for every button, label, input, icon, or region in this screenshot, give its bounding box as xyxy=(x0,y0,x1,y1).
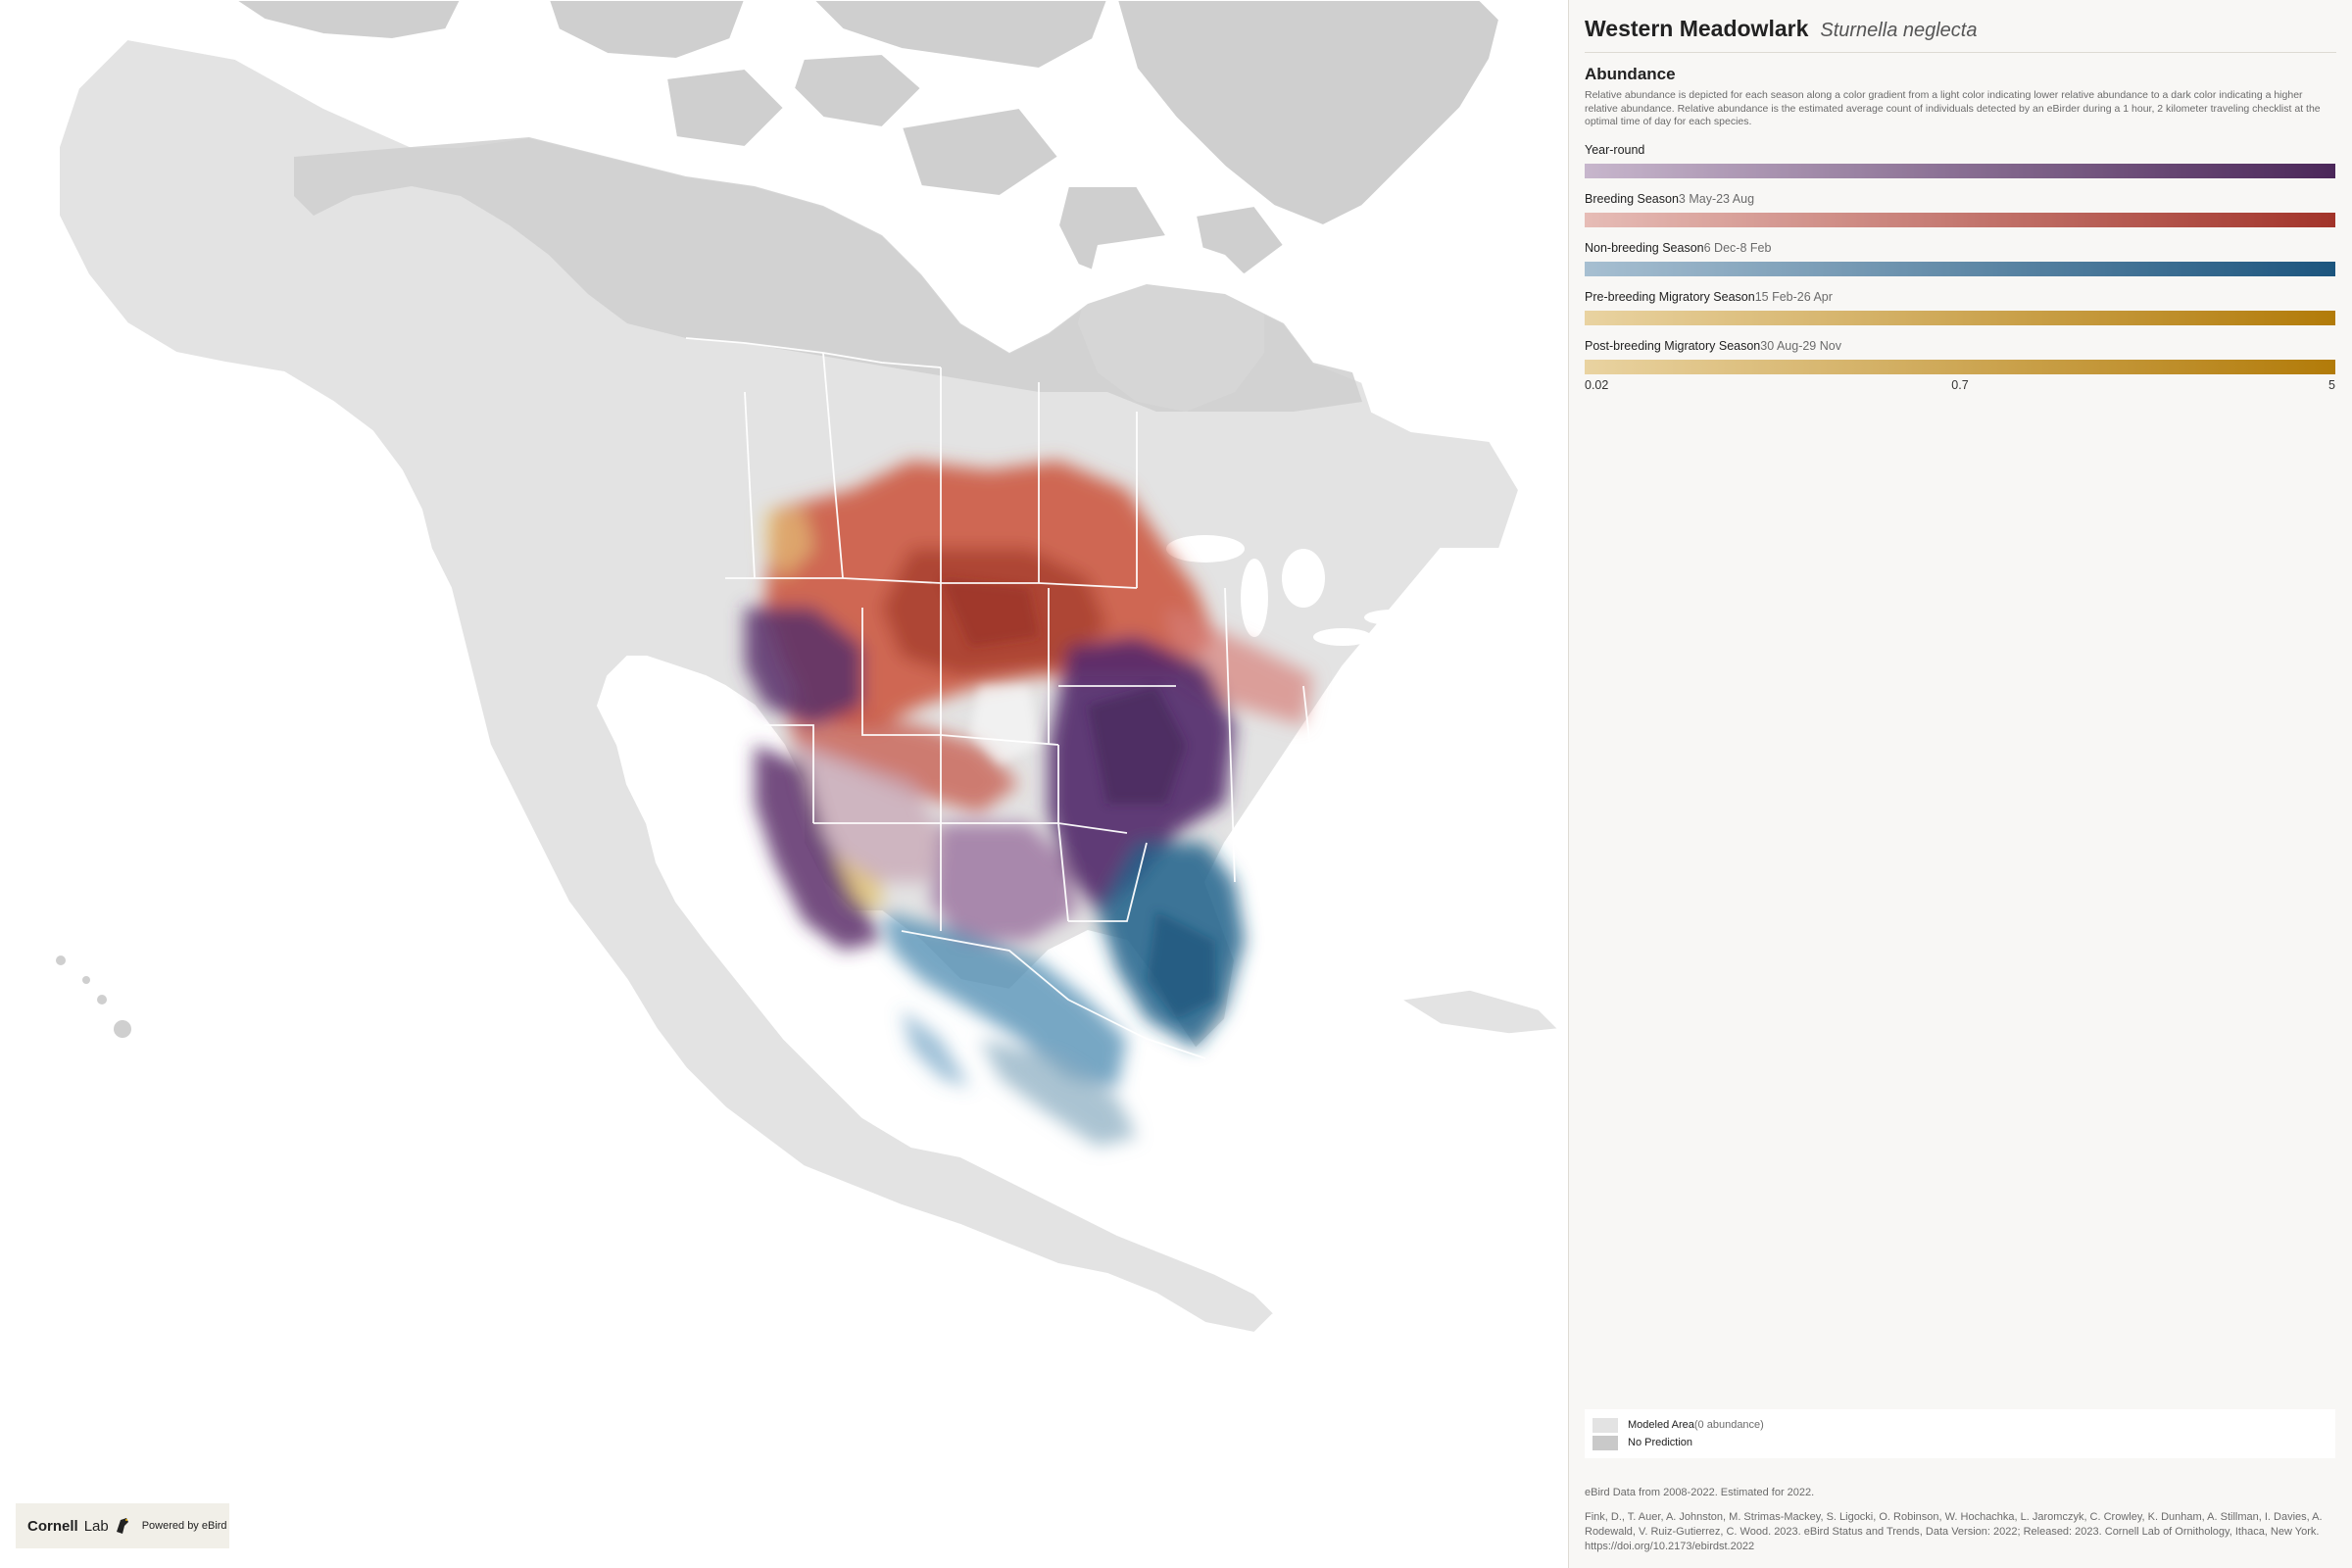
modeled-area-legend: Modeled Area (0 abundance) No Prediction xyxy=(1585,1409,2335,1458)
citation-text: Fink, D., T. Auer, A. Johnston, M. Strim… xyxy=(1585,1511,2323,1552)
season-post-breeding: Post-breeding Migratory Season30 Aug-29 … xyxy=(1585,337,2336,374)
gradient-bar-post-breeding xyxy=(1585,359,2335,374)
logo-cornell-text: Cornell xyxy=(27,1517,78,1535)
species-scientific-name: Sturnella neglecta xyxy=(1820,20,1978,41)
gradient-bar-year-round xyxy=(1585,163,2335,178)
season-dates: 6 Dec-8 Feb xyxy=(1703,240,1772,255)
legend-panel: Western Meadowlark Sturnella neglecta Ab… xyxy=(1568,0,2352,1568)
no-prediction-label: No Prediction xyxy=(1628,1437,1693,1448)
season-dates: 30 Aug-29 Nov xyxy=(1760,338,1841,353)
modeled-area-row: Modeled Area (0 abundance) xyxy=(1592,1417,2328,1433)
season-dates: 3 May-23 Aug xyxy=(1678,191,1755,206)
bird-icon xyxy=(116,1518,128,1534)
species-header: Western Meadowlark Sturnella neglecta xyxy=(1585,16,2336,53)
greenland xyxy=(1115,0,1501,227)
species-common-name: Western Meadowlark xyxy=(1585,16,1809,41)
gradient-bar-breeding xyxy=(1585,212,2335,227)
abundance-scale: 0.02 0.7 5 xyxy=(1585,378,2335,396)
season-pre-breeding: Pre-breeding Migratory Season15 Feb-26 A… xyxy=(1585,288,2336,325)
season-legend: Year-round Breeding Season3 May-23 Aug N… xyxy=(1585,141,2336,374)
abundance-detail xyxy=(941,578,1215,1019)
northern-no-prediction xyxy=(294,137,1362,412)
season-label: Post-breeding Migratory Season xyxy=(1585,338,1761,353)
gradient-bar-non-breeding xyxy=(1585,261,2335,276)
scale-max: 5 xyxy=(2328,377,2335,392)
footer: eBird Data from 2008-2022. Estimated for… xyxy=(1585,1486,2335,1554)
hawaii xyxy=(56,956,131,1038)
boundaries xyxy=(685,337,1324,1059)
season-non-breeding: Non-breeding Season6 Dec-8 Feb xyxy=(1585,239,2336,276)
data-range-text: eBird Data from 2008-2022. Estimated for… xyxy=(1585,1487,1815,1498)
season-breeding: Breeding Season3 May-23 Aug xyxy=(1585,190,2336,227)
modeled-area-swatch xyxy=(1592,1417,1618,1433)
season-dates: 15 Feb-26 Apr xyxy=(1754,289,1833,304)
season-label: Non-breeding Season xyxy=(1585,240,1704,255)
powered-by-ebird-text: Powered by eBird xyxy=(141,1520,227,1532)
caribbean-islands xyxy=(1398,989,1560,1035)
modeled-area-label: Modeled Area xyxy=(1628,1419,1694,1431)
logo-lab-text: Lab xyxy=(83,1517,109,1535)
arctic-islands xyxy=(233,0,1286,335)
no-prediction-row: No Prediction xyxy=(1592,1435,2328,1450)
season-year-round: Year-round xyxy=(1585,141,2336,178)
scale-mid: 0.7 xyxy=(1951,377,1969,392)
gradient-bar-pre-breeding xyxy=(1585,310,2335,325)
abundance-description: Relative abundance is depicted for each … xyxy=(1585,89,2321,127)
season-label: Breeding Season xyxy=(1585,191,1679,206)
season-label: Year-round xyxy=(1585,142,1645,157)
modeled-area-sub: (0 abundance) xyxy=(1693,1419,1764,1431)
season-label: Pre-breeding Migratory Season xyxy=(1585,289,1755,304)
range-map[interactable] xyxy=(0,0,1568,1568)
no-prediction-swatch xyxy=(1592,1435,1618,1450)
scale-min: 0.02 xyxy=(1585,377,1609,392)
great-lakes xyxy=(1166,535,1419,646)
abundance-overlay xyxy=(745,461,1313,1147)
cornell-lab-logo[interactable]: Cornell Lab Powered by eBird xyxy=(16,1503,229,1548)
map-canvas xyxy=(56,0,1560,1335)
abundance-title: Abundance xyxy=(1585,65,1676,83)
